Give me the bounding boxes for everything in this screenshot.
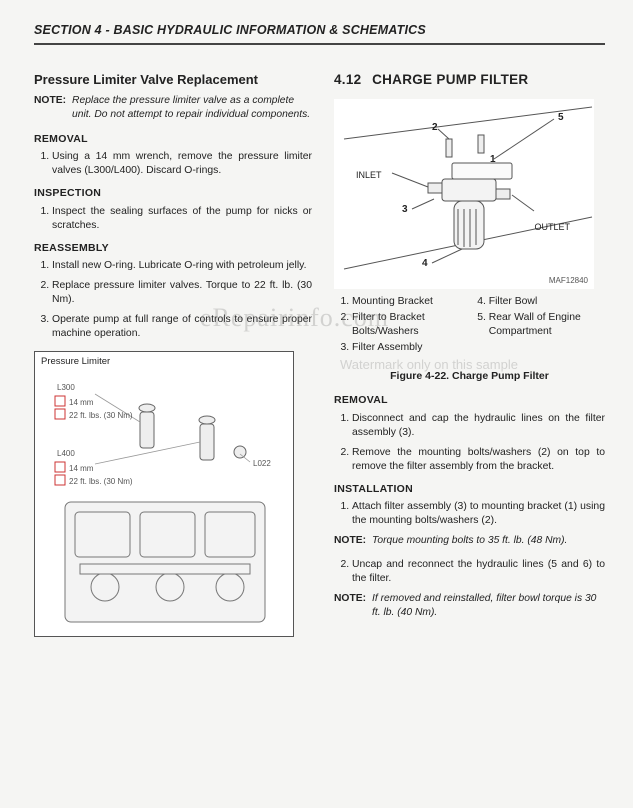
- installation-list: Attach filter assembly (3) to mounting b…: [334, 500, 605, 528]
- inspection-list: Inspect the sealing surfaces of the pump…: [34, 205, 312, 233]
- l300-label: L300: [57, 383, 75, 392]
- callout-4: 4: [422, 257, 428, 271]
- callout-5: 5: [558, 111, 564, 125]
- note-text: Replace the pressure limiter valve as a …: [72, 94, 312, 122]
- removal-list-r: Disconnect and cap the hydraulic lines o…: [334, 412, 605, 474]
- figure-caption: Figure 4-22. Charge Pump Filter: [334, 369, 605, 383]
- removal-heading: REMOVAL: [34, 132, 312, 146]
- outlet-label: OUTLET: [534, 221, 570, 233]
- note-text: If removed and reinstalled, filter bowl …: [372, 592, 605, 620]
- section-name: CHARGE PUMP FILTER: [372, 72, 528, 87]
- list-item: Remove the mounting bolts/washers (2) on…: [352, 446, 605, 474]
- left-column: Pressure Limiter Valve Replacement NOTE:…: [34, 71, 312, 637]
- section-number: 4.12: [334, 71, 368, 89]
- parts-list: Mounting Bracket Filter to Bracket Bolts…: [338, 295, 605, 363]
- callout-2: 2: [432, 121, 438, 135]
- list-item: Mounting Bracket: [352, 295, 457, 309]
- reassembly-heading: REASSEMBLY: [34, 241, 312, 255]
- reassembly-list: Install new O-ring. Lubricate O-ring wit…: [34, 259, 312, 341]
- pump-diagram-svg: L300 14 mm 22 ft. lbs. (30 Nm) L400 14 m…: [35, 352, 294, 637]
- list-item: Replace pressure limiter valves. Torque …: [52, 279, 312, 307]
- list-item: Install new O-ring. Lubricate O-ring wit…: [52, 259, 312, 273]
- figure-ref-id: MAF12840: [549, 276, 588, 287]
- wrench-label-2: 14 mm: [69, 464, 94, 473]
- section-header: SECTION 4 - BASIC HYDRAULIC INFORMATION …: [34, 22, 605, 45]
- list-item: Filter Bowl: [489, 295, 605, 309]
- l400-label: L400: [57, 449, 75, 458]
- list-item: Filter to Bracket Bolts/Washers: [352, 311, 457, 339]
- l022-label: L022: [253, 459, 271, 468]
- wrench-label-1: 14 mm: [69, 398, 94, 407]
- filter-diagram-svg: [334, 99, 594, 289]
- procedure-title: Pressure Limiter Valve Replacement: [34, 71, 312, 89]
- figure-inner-caption: Pressure Limiter: [41, 356, 110, 369]
- charge-pump-filter-figure: INLET OUTLET 1 2 3 4 5 MAF12840: [334, 99, 594, 289]
- list-item: Operate pump at full range of controls t…: [52, 313, 312, 341]
- inlet-label: INLET: [356, 169, 382, 181]
- list-item: Attach filter assembly (3) to mounting b…: [352, 500, 605, 528]
- section-title: 4.12 CHARGE PUMP FILTER: [334, 71, 605, 89]
- list-item: Inspect the sealing surfaces of the pump…: [52, 205, 312, 233]
- parts-list-col1: Mounting Bracket Filter to Bracket Bolts…: [338, 295, 457, 357]
- two-column-layout: Pressure Limiter Valve Replacement NOTE:…: [34, 71, 605, 637]
- list-item: Filter Assembly: [352, 341, 457, 355]
- pressure-limiter-figure: Pressure Limiter: [34, 351, 294, 637]
- list-item: Uncap and reconnect the hydraulic lines …: [352, 558, 605, 586]
- inspection-heading: INSPECTION: [34, 186, 312, 200]
- list-item: Disconnect and cap the hydraulic lines o…: [352, 412, 605, 440]
- right-column: 4.12 CHARGE PUMP FILTER: [334, 71, 605, 637]
- installation-list-2: Uncap and reconnect the hydraulic lines …: [334, 558, 605, 586]
- note-label: NOTE:: [34, 94, 66, 122]
- removal-list: Using a 14 mm wrench, remove the pressur…: [34, 150, 312, 178]
- torque-label-1: 22 ft. lbs. (30 Nm): [69, 411, 133, 420]
- callout-1: 1: [490, 153, 496, 167]
- installation-heading: INSTALLATION: [334, 482, 605, 496]
- note-label: NOTE:: [334, 534, 366, 548]
- parts-list-col2: Filter Bowl Rear Wall of Engine Compartm…: [475, 295, 605, 357]
- list-item: Rear Wall of Engine Compartment: [489, 311, 605, 339]
- removal-heading-r: REMOVAL: [334, 393, 605, 407]
- note-label: NOTE:: [334, 592, 366, 620]
- note-block: NOTE: Replace the pressure limiter valve…: [34, 94, 312, 122]
- note-block: NOTE: Torque mounting bolts to 35 ft. lb…: [334, 534, 605, 548]
- callout-3: 3: [402, 203, 408, 217]
- note-text: Torque mounting bolts to 35 ft. lb. (48 …: [372, 534, 605, 548]
- list-item: Using a 14 mm wrench, remove the pressur…: [52, 150, 312, 178]
- note-block: NOTE: If removed and reinstalled, filter…: [334, 592, 605, 620]
- torque-label-2: 22 ft. lbs. (30 Nm): [69, 477, 133, 486]
